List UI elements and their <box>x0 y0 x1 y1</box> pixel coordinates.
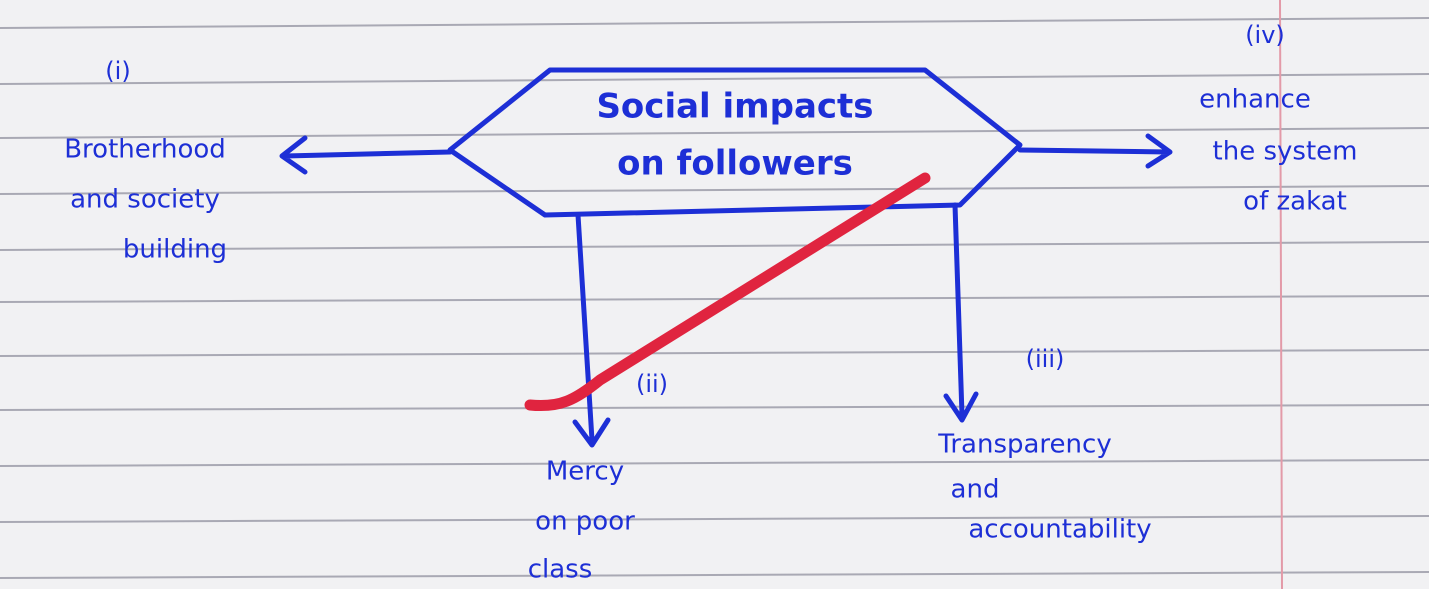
node-label: building <box>123 235 227 265</box>
notebook-page: Social impacts on followers (i) Brotherh… <box>0 0 1429 589</box>
center-text: Social impacts <box>596 87 873 127</box>
node-label: the system <box>1213 137 1358 167</box>
node-label: and society <box>70 185 220 215</box>
node-label: class <box>528 555 593 585</box>
node-label: on poor <box>535 507 635 537</box>
node-label: Transparency <box>937 430 1111 460</box>
node-number: (iii) <box>1026 345 1065 373</box>
node-label: Mercy <box>546 457 624 487</box>
node-label: of zakat <box>1243 187 1347 217</box>
center-text: on followers <box>617 144 853 184</box>
node-label: Brotherhood <box>64 135 226 165</box>
node-label: and <box>951 475 1000 505</box>
node-number: (ii) <box>636 370 668 398</box>
node-number: (iv) <box>1245 21 1285 49</box>
node-number: (i) <box>105 57 130 85</box>
node-label: enhance <box>1199 85 1311 115</box>
node-label: accountability <box>968 515 1151 545</box>
